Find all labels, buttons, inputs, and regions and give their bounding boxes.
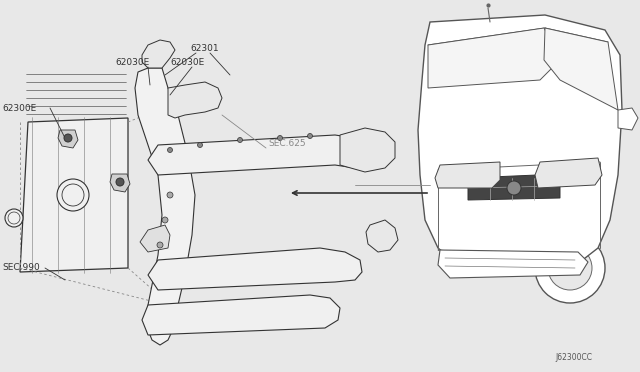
Circle shape [5, 209, 23, 227]
Circle shape [57, 179, 89, 211]
Polygon shape [148, 248, 362, 290]
Polygon shape [168, 82, 222, 118]
Polygon shape [142, 295, 340, 335]
Polygon shape [366, 220, 398, 252]
Circle shape [237, 138, 243, 142]
Circle shape [307, 134, 312, 138]
Circle shape [168, 148, 173, 153]
Circle shape [64, 134, 72, 142]
Text: SEC.990: SEC.990 [2, 263, 40, 273]
Circle shape [162, 217, 168, 223]
Text: SEC.625: SEC.625 [268, 138, 306, 148]
Polygon shape [148, 135, 380, 175]
Polygon shape [142, 40, 175, 68]
Circle shape [535, 233, 605, 303]
Text: 62301: 62301 [190, 44, 219, 52]
Polygon shape [340, 128, 395, 172]
Polygon shape [135, 68, 195, 345]
Polygon shape [110, 174, 130, 192]
Polygon shape [535, 158, 602, 188]
Circle shape [447, 260, 463, 276]
Polygon shape [418, 15, 622, 268]
Text: 62300E: 62300E [2, 103, 36, 112]
Circle shape [8, 212, 20, 224]
Polygon shape [435, 162, 500, 188]
Circle shape [278, 135, 282, 141]
Text: 62030E: 62030E [170, 58, 204, 67]
Circle shape [507, 181, 521, 195]
Polygon shape [544, 28, 618, 110]
Circle shape [167, 192, 173, 198]
Polygon shape [618, 108, 638, 130]
Polygon shape [428, 28, 560, 88]
Circle shape [157, 242, 163, 248]
Circle shape [116, 178, 124, 186]
Polygon shape [468, 174, 560, 200]
Circle shape [62, 184, 84, 206]
Text: 62030E: 62030E [115, 58, 149, 67]
Text: J62300CC: J62300CC [555, 353, 592, 362]
Circle shape [557, 260, 573, 276]
Polygon shape [438, 250, 588, 278]
Polygon shape [20, 118, 128, 272]
Polygon shape [140, 225, 170, 252]
Polygon shape [58, 130, 78, 148]
Circle shape [198, 142, 202, 148]
Circle shape [548, 246, 592, 290]
